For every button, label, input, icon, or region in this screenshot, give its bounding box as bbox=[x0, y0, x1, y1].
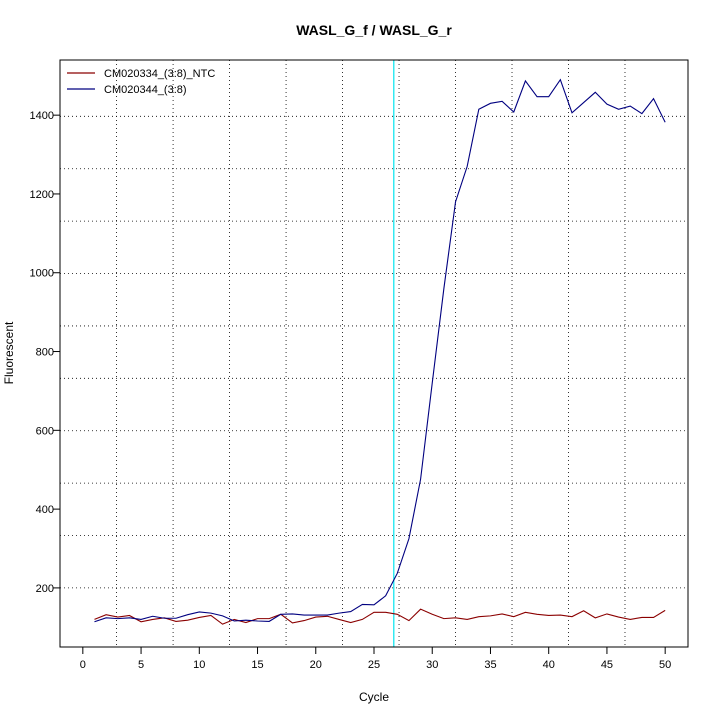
x-tick-label-3: 15 bbox=[251, 659, 263, 671]
x-tick-label-6: 30 bbox=[426, 659, 438, 671]
x-tick-label-7: 35 bbox=[484, 659, 496, 671]
legend: CM020334_(3:8)_NTC CM020344_(3:8) bbox=[67, 68, 215, 96]
legend-label-0: CM020334_(3:8)_NTC bbox=[104, 68, 215, 80]
y-tick-label-3: 800 bbox=[36, 347, 54, 359]
series-line-0 bbox=[94, 608, 666, 625]
x-axis: 0 5 10 15 20 25 30 35 40 45 50 bbox=[80, 646, 671, 671]
x-tick-label-8: 40 bbox=[543, 659, 555, 671]
y-tick-label-2: 600 bbox=[36, 425, 54, 437]
x-tick-label-9: 45 bbox=[601, 659, 613, 671]
x-tick-label-1: 5 bbox=[138, 659, 144, 671]
y-tick-label-4: 1000 bbox=[30, 268, 54, 280]
plot-frame bbox=[59, 59, 689, 648]
x-tick-label-4: 20 bbox=[310, 659, 322, 671]
series-lines bbox=[94, 78, 666, 625]
x-tick-label-10: 50 bbox=[659, 659, 671, 671]
y-tick-label-5: 1200 bbox=[30, 189, 54, 201]
x-tick-label-0: 0 bbox=[80, 659, 86, 671]
grid-lines bbox=[60, 60, 688, 647]
y-axis-label: Fluorescent bbox=[2, 321, 16, 384]
chart-title: WASL_G_f / WASL_G_r bbox=[296, 22, 452, 38]
x-tick-label-5: 25 bbox=[368, 659, 380, 671]
y-axis: 200 400 600 800 1000 1200 1400 bbox=[30, 110, 61, 595]
y-tick-label-6: 1400 bbox=[30, 110, 54, 122]
x-axis-label: Cycle bbox=[359, 690, 389, 704]
y-tick-label-0: 200 bbox=[36, 583, 54, 595]
y-tick-label-1: 400 bbox=[36, 504, 54, 516]
legend-label-1: CM020344_(3:8) bbox=[104, 84, 187, 96]
x-tick-label-2: 10 bbox=[193, 659, 205, 671]
series-line-1 bbox=[94, 78, 666, 623]
